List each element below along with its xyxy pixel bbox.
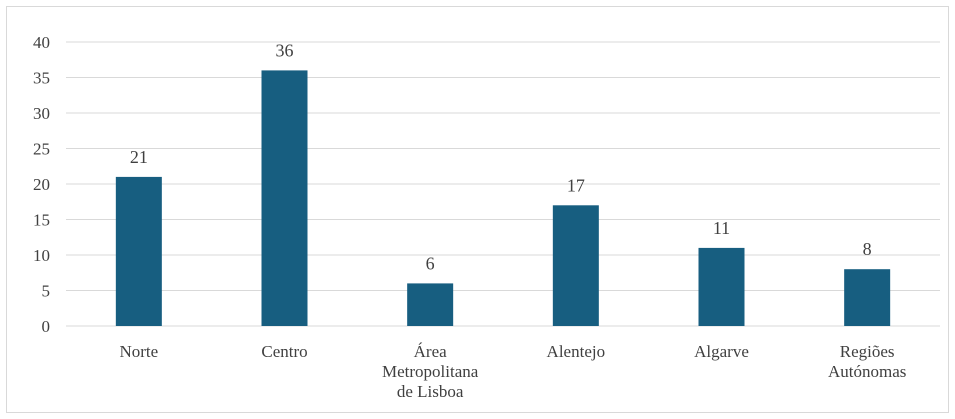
- y-tick-label: 25: [33, 140, 50, 159]
- x-category-label-line: de Lisboa: [397, 382, 464, 401]
- x-category-label: Alentejo: [547, 342, 606, 361]
- y-tick-label: 0: [42, 317, 51, 336]
- data-label: 8: [863, 239, 872, 259]
- data-label: 36: [276, 40, 294, 60]
- x-category-label-line: Metropolitana: [382, 362, 479, 381]
- x-category-label-line: Autónomas: [828, 362, 906, 381]
- bar: [844, 269, 891, 326]
- y-tick-label: 35: [33, 69, 50, 88]
- bar: [552, 205, 599, 326]
- data-label: 17: [567, 175, 585, 195]
- bar: [115, 176, 162, 326]
- x-category-label-line: Algarve: [694, 342, 749, 361]
- x-category-label: Regiões Autónomas: [828, 342, 906, 381]
- data-label: 21: [130, 147, 148, 167]
- x-category-label-line: Área: [414, 342, 447, 361]
- x-category-label-line: Regiões: [840, 342, 895, 361]
- x-category-label: Norte: [119, 342, 158, 361]
- y-tick-label: 10: [33, 246, 50, 265]
- data-label: 6: [426, 253, 435, 273]
- y-tick-label: 5: [42, 282, 51, 301]
- bar: [698, 247, 745, 326]
- x-category-label-line: Norte: [119, 342, 158, 361]
- y-tick-label: 15: [33, 211, 50, 230]
- chart-frame: [6, 6, 949, 413]
- data-label: 11: [713, 218, 730, 238]
- data-labels: 21 36 6 17 11 8: [130, 40, 872, 273]
- x-category-label: Centro: [261, 342, 307, 361]
- bars: [115, 70, 891, 327]
- x-category-label-line: Alentejo: [547, 342, 606, 361]
- x-category-label-line: Centro: [261, 342, 307, 361]
- y-tick-label: 30: [33, 104, 50, 123]
- y-axis-tick-labels: 0 5 10 15 20 25 30 35 40: [33, 33, 50, 336]
- bar: [261, 70, 308, 327]
- gridlines: [66, 41, 940, 327]
- x-axis-category-labels: Norte Centro Área Metropolitana de Lisboa Ale…: [119, 342, 906, 401]
- x-category-label: Algarve: [694, 342, 749, 361]
- y-tick-label: 20: [33, 175, 50, 194]
- x-category-label: Área Metropolitana de Lisboa: [382, 342, 479, 401]
- bar: [407, 283, 454, 326]
- y-tick-label: 40: [33, 33, 50, 52]
